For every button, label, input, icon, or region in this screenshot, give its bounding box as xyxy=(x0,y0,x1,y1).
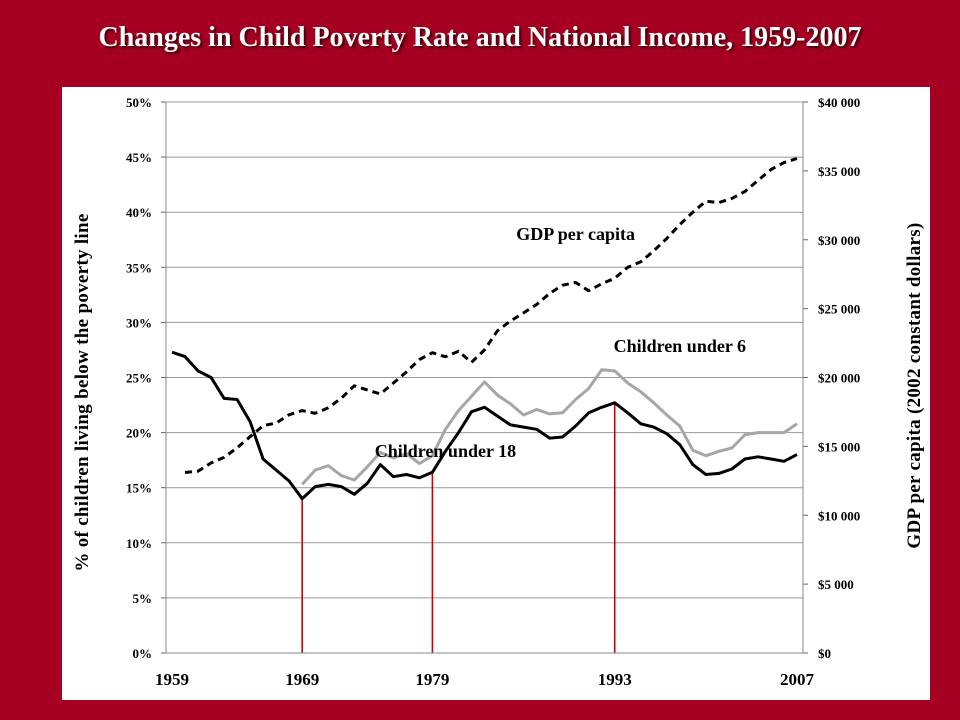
x-tick-label: 1979 xyxy=(415,670,449,689)
axes: 0% 5% 10% 15% 20% 25% 30% 35% 40% 45% 50% $0 $5 000 $… xyxy=(126,95,860,689)
chart-panel: 0% 5% 10% 15% 20% 25% 30% 35% 40% 45% 50% $0 $5 000 $… xyxy=(62,87,930,700)
gridlines xyxy=(166,101,803,599)
series-annotation: Children under 6 xyxy=(614,336,746,356)
labels: GDP per capita Children under 6 Children u… xyxy=(72,213,925,571)
y2-tick-label: $10 000 xyxy=(818,508,860,523)
y-tick-label: 50% xyxy=(126,95,152,110)
x-tick-label: 1959 xyxy=(155,670,189,689)
y-tick-label: 10% xyxy=(126,536,152,551)
y-tick-label: 5% xyxy=(133,591,153,606)
series-lines xyxy=(171,157,798,501)
y2-tick-label: $30 000 xyxy=(818,233,860,248)
series-line xyxy=(171,350,798,501)
x-tick-label: 2007 xyxy=(780,670,815,689)
x-tick-label: 1969 xyxy=(285,670,319,689)
y2-tick-label: $25 000 xyxy=(818,302,860,317)
marker-lines xyxy=(301,402,616,653)
y2-tick-label: $5 000 xyxy=(818,577,854,592)
y-tick-label: 35% xyxy=(126,260,152,275)
y2-tick-label: $15 000 xyxy=(818,439,860,454)
x-tick-label: 1993 xyxy=(598,670,632,689)
y2-tick-label: $35 000 xyxy=(818,164,860,179)
y-tick-label: 0% xyxy=(133,646,153,661)
poverty-gdp-chart: 0% 5% 10% 15% 20% 25% 30% 35% 40% 45% 50% $0 $5 000 $… xyxy=(72,95,925,689)
y-tick-label: 40% xyxy=(126,205,152,220)
y2-tick-label: $0 xyxy=(818,646,831,661)
series-annotation: Children under 18 xyxy=(375,441,516,461)
slide-title: Changes in Child Poverty Rate and Nation… xyxy=(98,22,862,53)
series-line xyxy=(184,157,798,474)
y2-tick-label: $20 000 xyxy=(818,371,860,386)
y2-axis-title: GDP per capita (2002 constant dollars) xyxy=(904,222,925,548)
series-line xyxy=(301,368,798,486)
y-tick-label: 45% xyxy=(126,150,152,165)
series-annotation: GDP per capita xyxy=(516,224,635,244)
y-tick-label: 25% xyxy=(126,371,152,386)
y-tick-label: 20% xyxy=(126,426,152,441)
y2-tick-label: $40 000 xyxy=(818,95,860,110)
y-tick-label: 30% xyxy=(126,315,152,330)
y-tick-label: 15% xyxy=(126,481,152,496)
y-axis-title: % of children living below the poverty l… xyxy=(72,213,93,571)
